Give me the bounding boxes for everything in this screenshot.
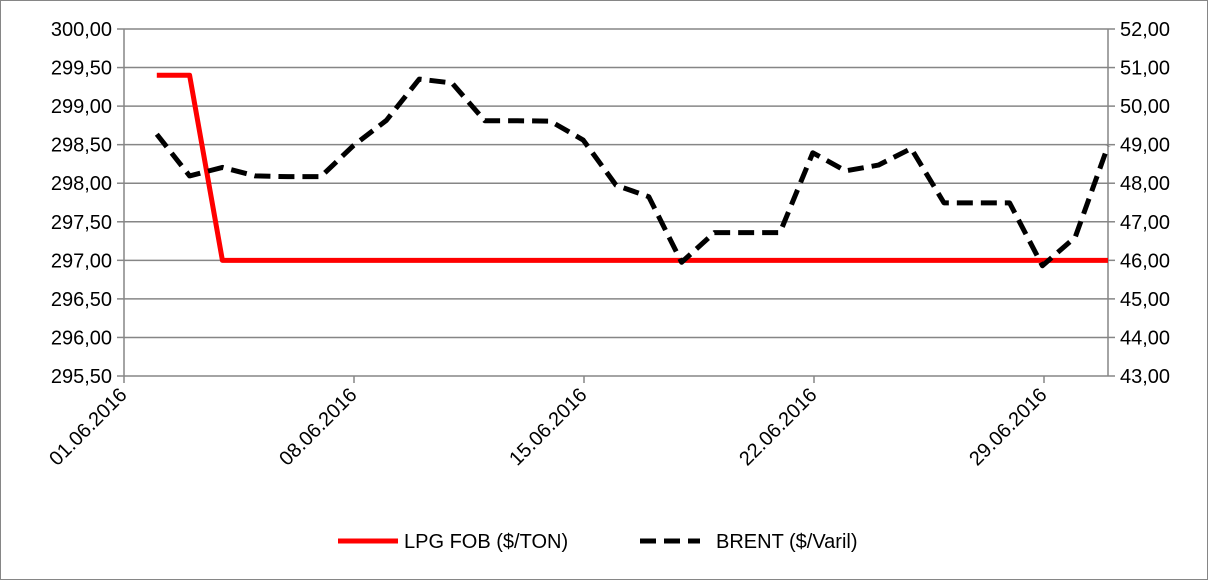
left-tick-label: 300,00 (51, 19, 112, 41)
right-tick-label: 52,00 (1120, 19, 1170, 41)
right-tick-label: 43,00 (1120, 366, 1170, 388)
series-line-1 (154, 76, 1111, 269)
x-tick-label: 01.06.2016 (45, 384, 131, 470)
left-tick-label: 297,00 (51, 250, 112, 272)
series-layer (154, 72, 1111, 269)
x-tick-label: 29.06.2016 (965, 384, 1051, 470)
x-tick-label: 08.06.2016 (275, 384, 361, 470)
left-tick-label: 299,50 (51, 58, 112, 80)
left-axis-tick-labels: 295,50 296,00 296,50 297,00 297,50 298,00 298,… (51, 19, 112, 388)
legend: LPG FOB ($/TON) BRENT ($/Varil) (338, 531, 858, 553)
x-tick-label: 15.06.2016 (505, 384, 591, 470)
right-tick-label: 45,00 (1120, 289, 1170, 311)
gridlines (124, 28, 1108, 339)
right-tick-label: 49,00 (1120, 135, 1170, 157)
left-tick-label: 296,00 (51, 327, 112, 349)
left-tick-label: 299,00 (51, 96, 112, 118)
left-tick-label: 295,50 (51, 366, 112, 388)
right-tick-label: 46,00 (1120, 250, 1170, 272)
legend-label-brent: BRENT ($/Varil) (716, 531, 858, 553)
series-line-0 (156, 72, 1108, 263)
left-tick-label: 296,50 (51, 289, 112, 311)
right-tick-label: 47,00 (1120, 212, 1170, 234)
x-tick-label: 22.06.2016 (735, 384, 821, 470)
left-tick-label: 298,00 (51, 173, 112, 195)
axes (117, 28, 1115, 383)
left-tick-label: 297,50 (51, 212, 112, 234)
right-tick-label: 51,00 (1120, 58, 1170, 80)
right-tick-label: 44,00 (1120, 327, 1170, 349)
right-axis-tick-labels: 43,00 44,00 45,00 46,00 47,00 48,00 49,00 50,00… (1120, 19, 1170, 388)
x-axis-tick-labels: 01.06.2016 08.06.2016 15.06.2016 22.06.2016… (45, 384, 1051, 470)
right-tick-label: 50,00 (1120, 96, 1170, 118)
legend-label-lpg: LPG FOB ($/TON) (404, 531, 568, 553)
right-tick-label: 48,00 (1120, 173, 1170, 195)
left-tick-label: 298,50 (51, 135, 112, 157)
